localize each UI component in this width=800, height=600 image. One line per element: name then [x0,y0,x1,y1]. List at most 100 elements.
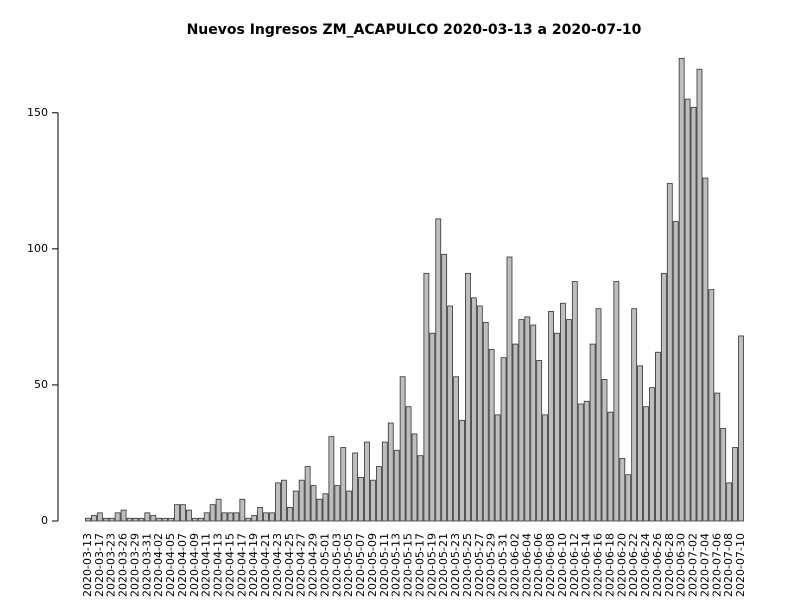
bar [126,517,133,522]
x-tick-label: 2020-04-25 [283,533,296,597]
bar [221,512,228,522]
x-tick-label: 2020-03-29 [128,533,141,597]
bar [102,517,109,522]
x-tick-label: 2020-06-08 [544,533,557,597]
bar [328,436,335,522]
bar [476,305,483,522]
x-tick-label: 2020-07-04 [698,533,711,597]
bar [488,349,495,522]
bar [482,321,489,522]
x-tick-label: 2020-05-25 [461,533,474,597]
bar [257,506,264,522]
bar [120,509,127,522]
bar [447,305,454,522]
bar [162,517,169,522]
bar [144,512,151,522]
bar [601,379,608,522]
bar [108,517,115,522]
bar [726,482,733,522]
bar [215,498,222,522]
x-tick-label: 2020-04-02 [152,533,165,597]
bar [174,504,180,522]
bar [441,253,448,522]
bar [702,177,709,522]
bar [655,351,661,522]
x-tick-label: 2020-04-19 [247,533,260,597]
bar [465,272,471,522]
bar [571,281,578,522]
bar [732,447,738,522]
bar [429,332,436,522]
x-tick-label: 2020-04-11 [200,533,213,597]
bar [239,498,246,522]
bar [738,335,744,522]
x-tick-label: 2020-07-08 [722,533,735,597]
bar [453,376,459,522]
bar [625,474,632,522]
bar [180,504,186,522]
x-tick-label: 2020-05-09 [366,533,379,597]
x-tick-label: 2020-05-03 [330,533,343,597]
x-tick-label: 2020-03-31 [140,533,153,597]
x-tick-label: 2020-06-12 [568,533,581,597]
bar [536,360,543,522]
bar [666,183,673,522]
bar [423,272,430,522]
bar [197,517,204,522]
bar [322,493,329,522]
x-tick-label: 2020-05-19 [425,533,438,597]
bar [399,376,406,522]
bar [435,218,442,522]
x-tick-label: 2020-06-16 [592,533,605,597]
x-tick-label: 2020-04-27 [295,533,308,597]
x-tick-label: 2020-06-24 [639,533,652,597]
bar [91,515,97,522]
bar [186,509,192,522]
bar [358,477,364,522]
bar [554,332,560,522]
bar [280,479,287,522]
x-tick-label: 2020-04-07 [176,533,189,597]
bar [375,466,382,522]
bar [708,289,715,522]
x-tick-label: 2020-06-20 [615,533,628,597]
bar [304,466,311,522]
bar [227,512,234,522]
x-tick-label: 2020-06-28 [663,533,676,597]
x-tick-label: 2020-04-21 [259,533,272,597]
bar [613,281,620,522]
x-tick-label: 2020-04-09 [188,533,201,597]
bar [548,311,554,522]
bar [298,479,305,522]
bar [203,512,210,522]
x-tick-label: 2020-03-17 [93,533,106,597]
x-tick-label: 2020-07-06 [710,533,723,597]
x-tick-label: 2020-04-29 [307,533,320,597]
bar [660,272,667,522]
bar [542,414,549,522]
bar [292,490,299,522]
bar [696,68,703,522]
bar [263,512,269,522]
bar [150,515,157,522]
bar [191,517,198,522]
x-tick-label: 2020-04-05 [164,533,177,597]
x-tick-label: 2020-04-15 [223,533,236,597]
x-tick-label: 2020-06-30 [675,533,688,597]
x-tick-label: 2020-03-26 [117,533,130,597]
bar [340,447,347,522]
chart-title: Nuevos Ingresos ZM_ACAPULCO 2020-03-13 a… [187,22,642,38]
x-tick-label: 2020-04-17 [235,533,248,597]
bar [714,392,721,522]
x-tick-label: 2020-07-02 [687,533,700,597]
bar [233,512,240,522]
bar [334,485,341,522]
y-tick-label: 100 [27,242,48,255]
x-tick-label: 2020-05-27 [473,533,486,597]
x-tick-label: 2020-04-23 [271,533,284,597]
x-tick-label: 2020-06-14 [580,533,593,597]
bar [96,512,103,522]
x-tick-label: 2020-05-11 [378,533,391,597]
bar [245,517,252,522]
